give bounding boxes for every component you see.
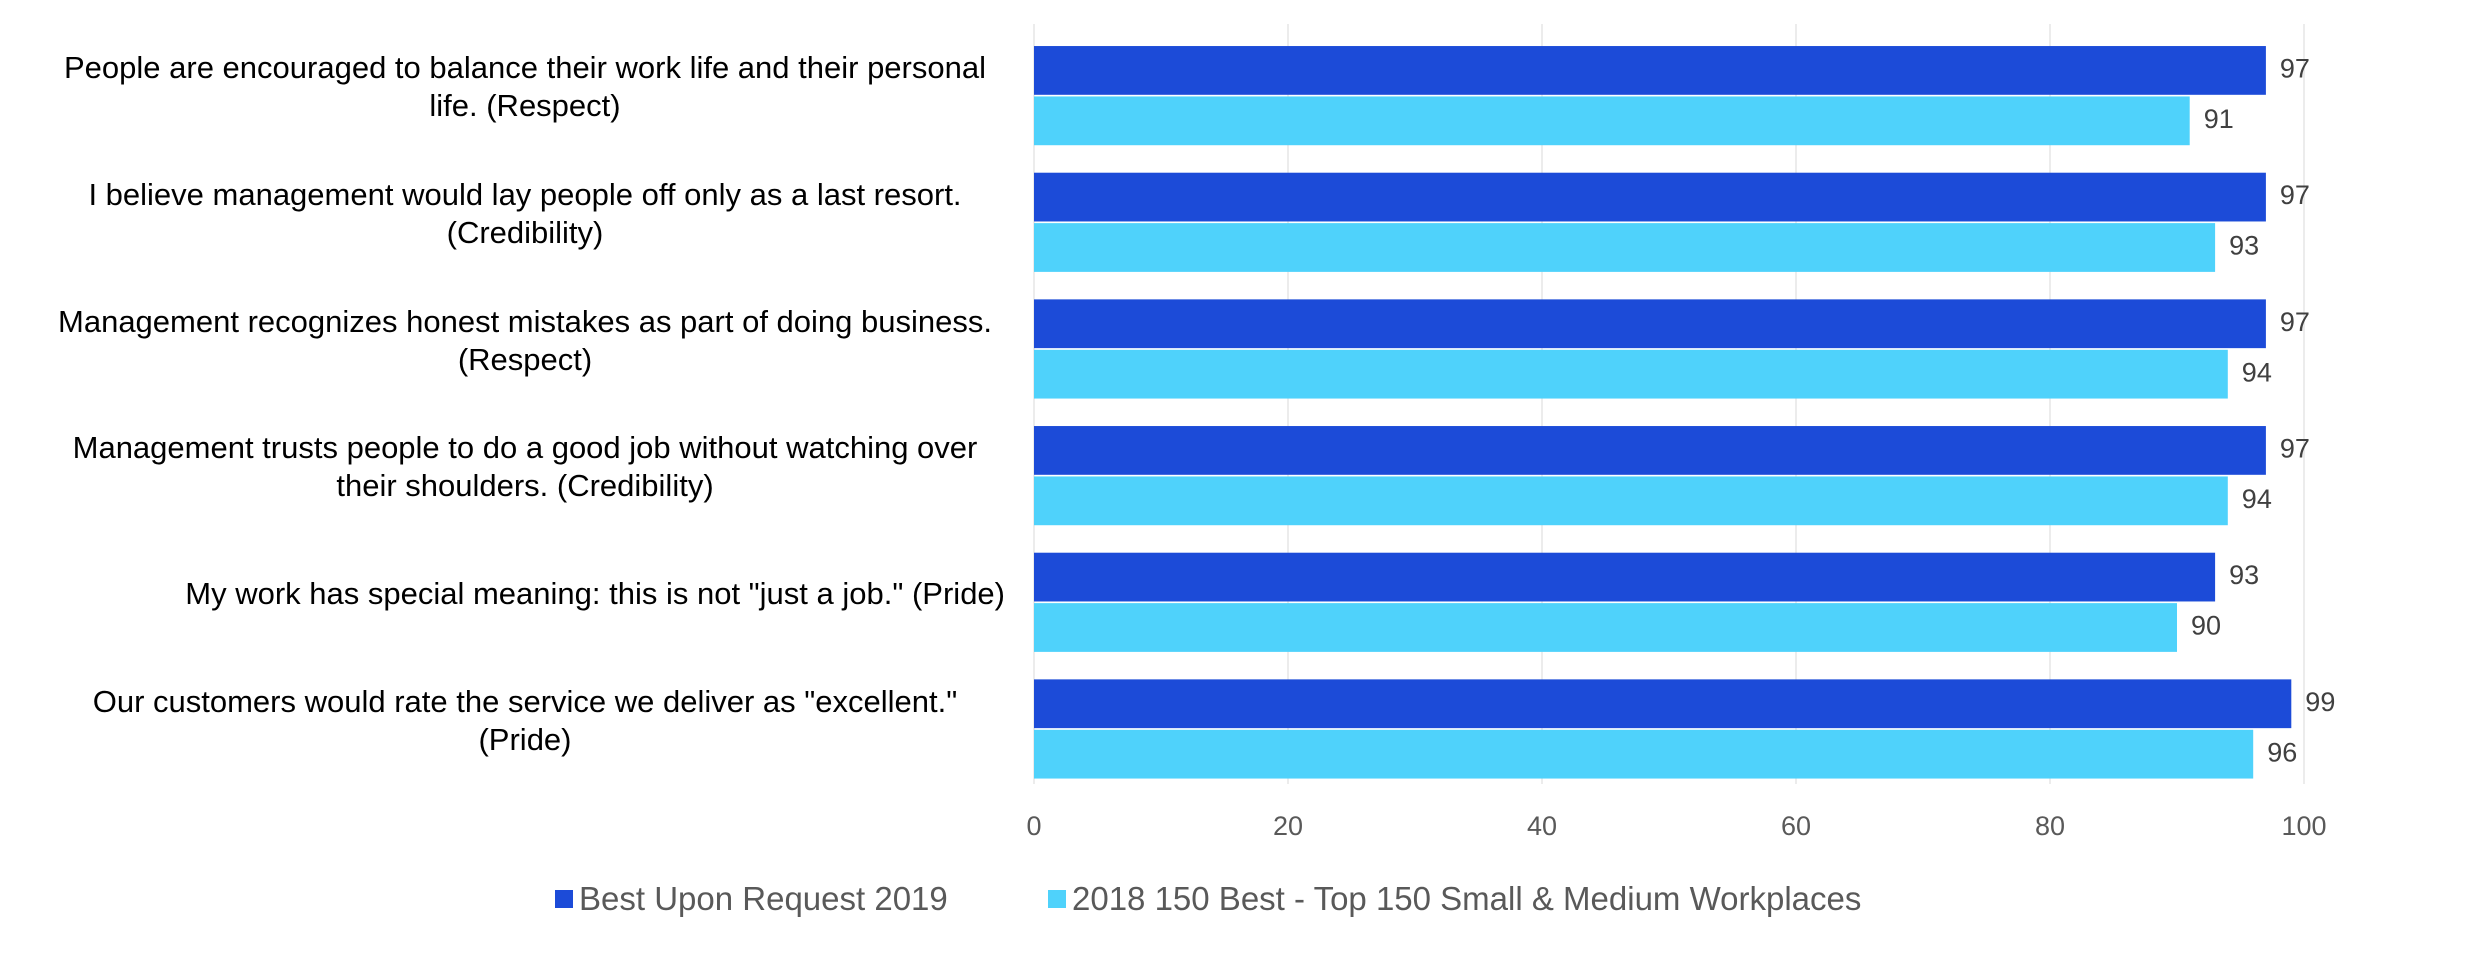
legend-label: Best Upon Request 2019 <box>579 880 948 917</box>
value-label: 94 <box>2242 357 2272 387</box>
bar <box>1034 729 2254 779</box>
value-label: 93 <box>2229 560 2259 590</box>
x-tick-label: 0 <box>1026 811 1041 841</box>
bar <box>1034 172 2266 222</box>
category-label: Management recognizes honest mistakes as… <box>58 303 992 377</box>
category-label: My work has special meaning: this is not… <box>185 576 1005 611</box>
x-tick-label: 100 <box>2281 811 2326 841</box>
value-label: 96 <box>2267 737 2297 767</box>
legend-label: 2018 150 Best - Top 150 Small & Medium W… <box>1072 880 1862 917</box>
value-label: 93 <box>2229 231 2259 261</box>
category-label: Our customers would rate the service we … <box>92 683 958 757</box>
category-label: I believe management would lay people of… <box>88 177 962 250</box>
legend-item: 2018 150 Best - Top 150 Small & Medium W… <box>1048 880 1861 918</box>
x-tick-label: 80 <box>2035 811 2065 841</box>
category-label: Management trusts people to do a good jo… <box>72 430 978 504</box>
bar <box>1034 552 2216 602</box>
value-label: 94 <box>2242 484 2272 514</box>
legend-swatch <box>555 890 573 908</box>
legend-item: Best Upon Request 2019 <box>555 880 948 918</box>
bar <box>1034 223 2216 272</box>
bar <box>1034 96 2190 146</box>
value-label: 99 <box>2305 687 2335 717</box>
x-tick-label: 60 <box>1781 811 1811 841</box>
bar <box>1034 603 2177 652</box>
legend-swatch <box>1048 890 1066 908</box>
value-label: 97 <box>2280 54 2310 84</box>
bar <box>1034 426 2266 475</box>
bar <box>1034 349 2228 399</box>
bar <box>1034 299 2266 349</box>
category-label: People are encouraged to balance their w… <box>64 50 986 124</box>
x-tick-label: 20 <box>1273 811 1303 841</box>
value-label: 97 <box>2280 180 2310 210</box>
value-label: 97 <box>2280 307 2310 337</box>
bar <box>1034 679 2292 729</box>
value-label: 97 <box>2280 434 2310 464</box>
x-tick-label: 40 <box>1527 811 1557 841</box>
value-label: 90 <box>2191 611 2221 641</box>
value-label: 91 <box>2204 104 2234 134</box>
bar <box>1034 476 2228 526</box>
bar <box>1034 46 2266 95</box>
